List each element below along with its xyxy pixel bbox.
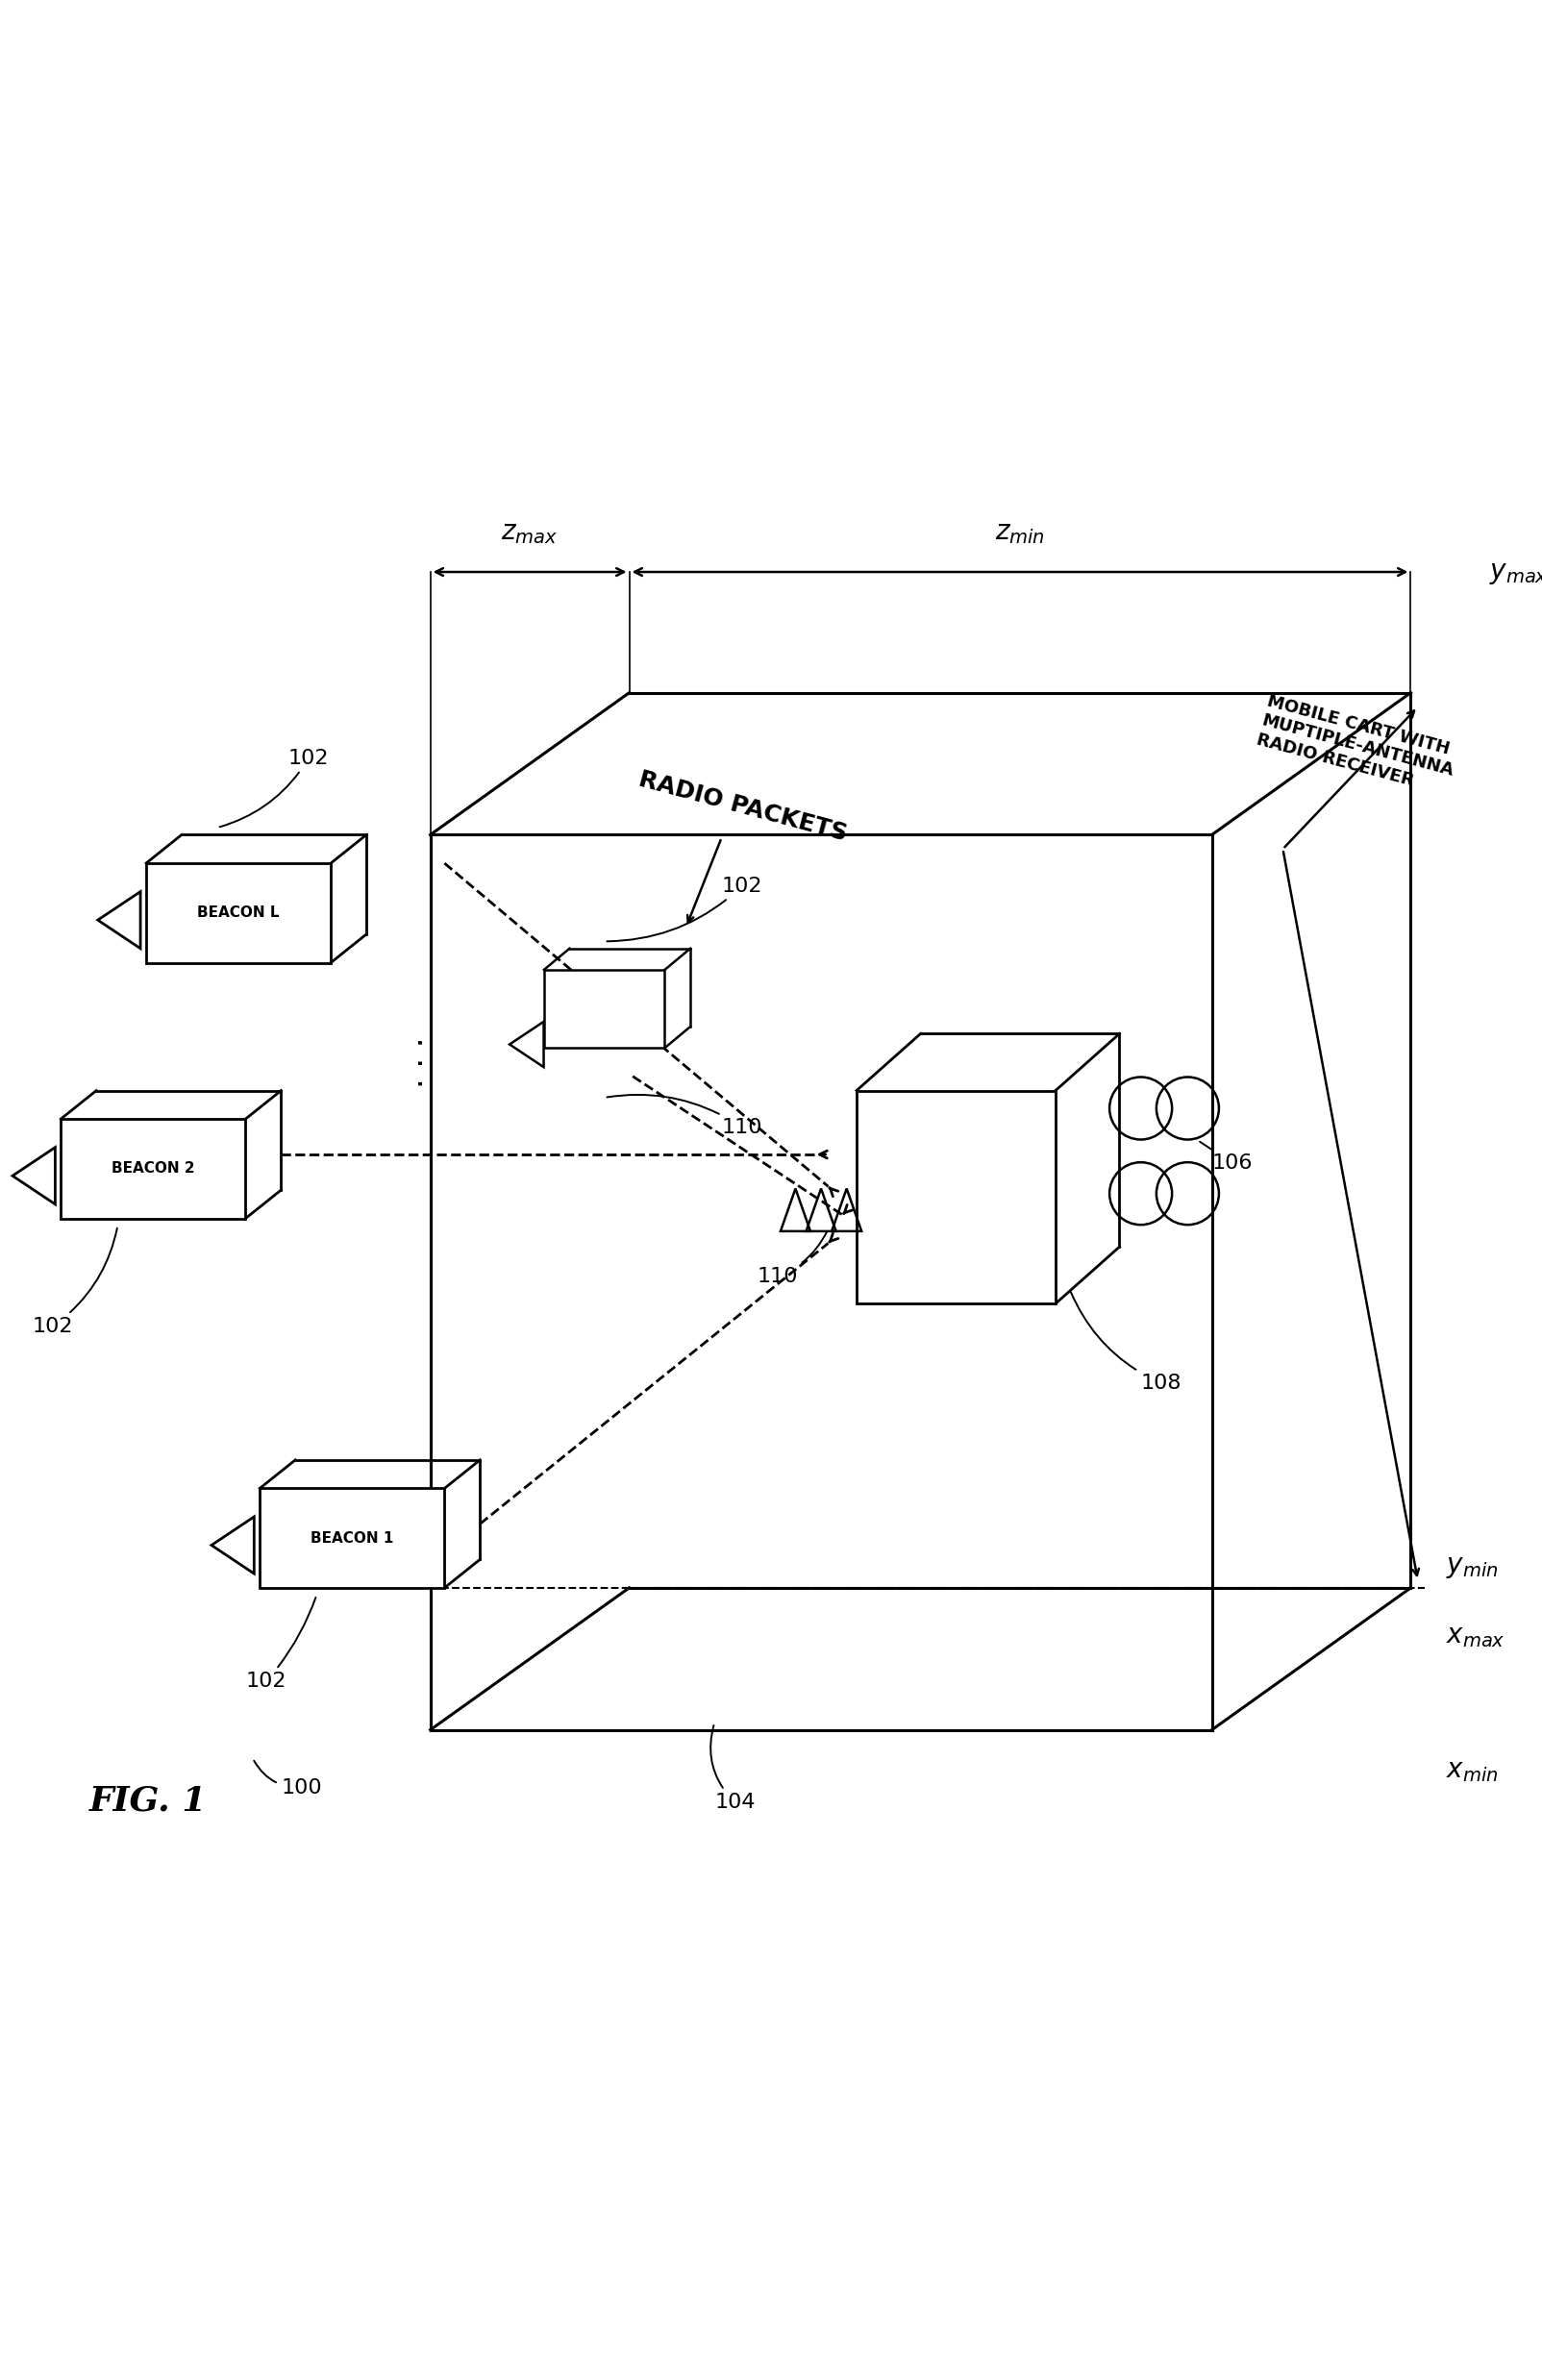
Text: BEACON 1: BEACON 1 [310, 1530, 393, 1545]
Text: BEACON L: BEACON L [197, 907, 279, 921]
Text: 100: 100 [254, 1761, 322, 1797]
Text: FIG. 1: FIG. 1 [89, 1785, 207, 1818]
Text: 106: 106 [1200, 1142, 1252, 1173]
Text: 102: 102 [32, 1228, 117, 1335]
Polygon shape [60, 1119, 245, 1219]
Text: $y_{max}$: $y_{max}$ [1490, 559, 1542, 585]
Text: 108: 108 [1070, 1292, 1181, 1392]
Text: 104: 104 [711, 1726, 756, 1811]
Polygon shape [856, 1090, 1056, 1304]
Text: RADIO PACKETS: RADIO PACKETS [637, 766, 850, 845]
Text: $x_{max}$: $x_{max}$ [1446, 1623, 1505, 1649]
Text: MOBILE CART WITH
MUPTIPLE-ANTENNA
RADIO RECEIVER: MOBILE CART WITH MUPTIPLE-ANTENNA RADIO … [1255, 693, 1460, 800]
Polygon shape [259, 1488, 444, 1587]
Text: $x_{min}$: $x_{min}$ [1446, 1759, 1499, 1785]
Text: $y_{min}$: $y_{min}$ [1446, 1554, 1499, 1580]
Text: 110: 110 [757, 1230, 827, 1285]
Text: 102: 102 [608, 876, 762, 942]
Text: 110: 110 [608, 1095, 762, 1138]
Text: $z_{max}$: $z_{max}$ [501, 521, 558, 547]
Polygon shape [544, 969, 665, 1047]
Text: 102: 102 [219, 747, 328, 826]
Text: $z_{min}$: $z_{min}$ [995, 521, 1045, 547]
Text: BEACON 2: BEACON 2 [111, 1161, 194, 1176]
Text: · · ·: · · · [407, 1035, 439, 1088]
Text: 102: 102 [245, 1597, 316, 1692]
Polygon shape [146, 864, 332, 962]
